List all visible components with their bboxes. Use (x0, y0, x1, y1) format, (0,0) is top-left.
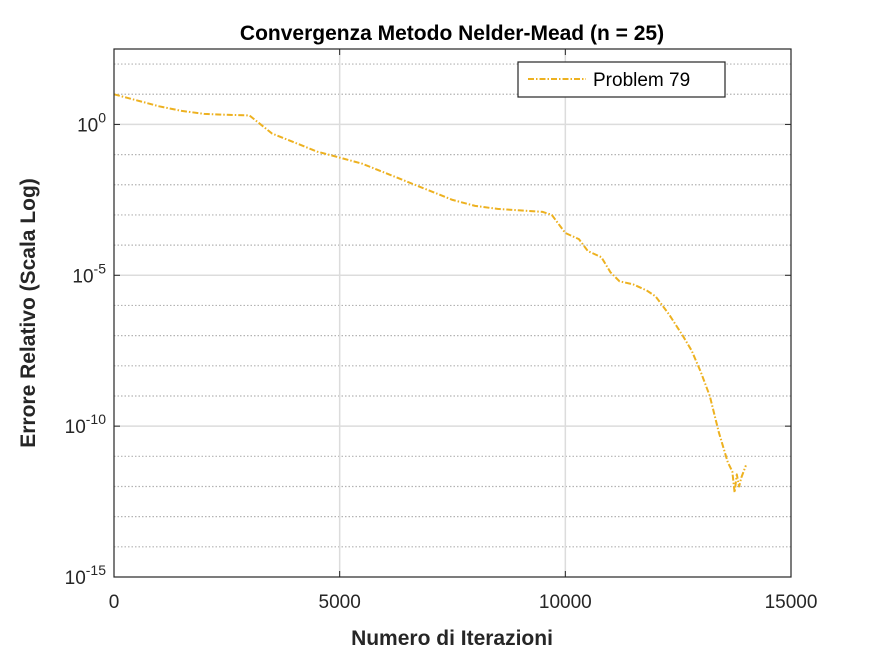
x-tick-label: 10000 (539, 592, 592, 613)
y-tick-label: 10-15 (65, 562, 107, 589)
y-ticks: 100 10-5 10-10 10-15 (65, 109, 791, 589)
y-tick-label: 10-5 (72, 260, 106, 287)
chart-title: Convergenza Metodo Nelder-Mead (n = 25) (240, 22, 664, 45)
series-layer (113, 93, 747, 494)
y-tick-label: 100 (77, 109, 106, 136)
major-grid (114, 49, 791, 577)
series-line-problem-79 (113, 93, 747, 494)
x-tick-label: 5000 (319, 592, 361, 613)
plot-frame (113, 48, 792, 578)
legend-label: Problem 79 (593, 70, 690, 91)
x-axis-label: Numero di Iterazioni (351, 627, 553, 650)
x-tick-label: 15000 (765, 592, 818, 613)
y-axis-label: Errore Relativo (Scala Log) (17, 178, 40, 448)
x-tick-label: 0 (109, 592, 120, 613)
plot-area (114, 49, 791, 577)
legend: Problem 79 (517, 61, 726, 98)
y-tick-label: 10-10 (65, 411, 107, 438)
x-ticks: 0 5000 10000 15000 (109, 49, 818, 613)
